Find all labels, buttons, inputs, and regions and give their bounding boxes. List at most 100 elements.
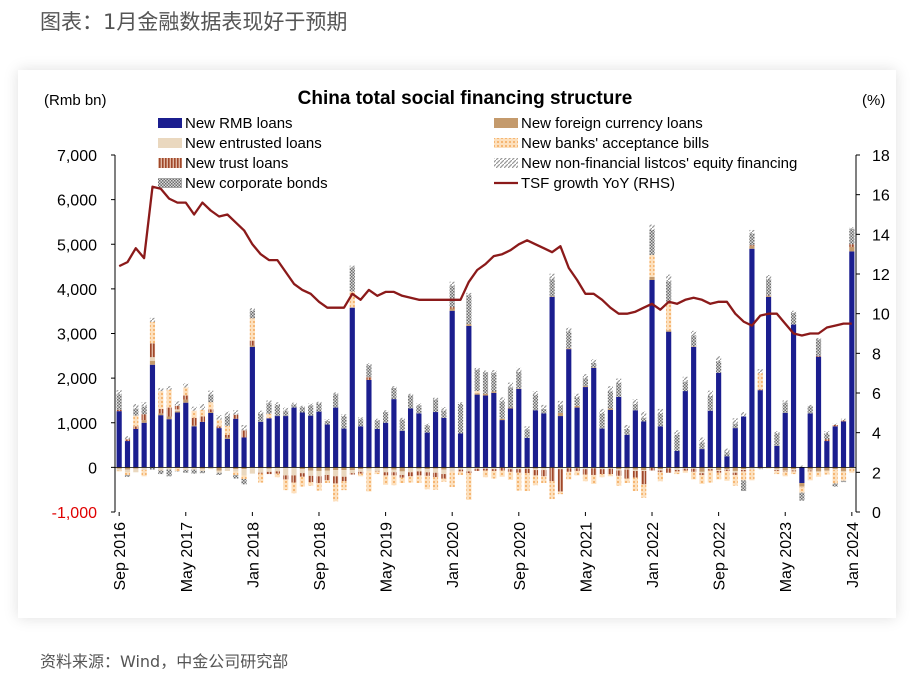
bar-foreign-loans-2019-09 bbox=[416, 467, 422, 469]
bar-trust-loans-2017-12 bbox=[241, 430, 247, 438]
bar-equity-financing-2020-06 bbox=[491, 370, 497, 373]
bar-trust-loans-2021-02 bbox=[557, 469, 564, 492]
bar-entrusted-loans-2020-08 bbox=[507, 467, 514, 470]
bar-rmb-loans-2022-06 bbox=[691, 346, 697, 468]
bar-corporate-bonds-2018-05 bbox=[283, 410, 289, 417]
right-tick-label: 16 bbox=[872, 188, 890, 205]
bar-entrusted-loans-2017-06 bbox=[191, 467, 197, 470]
right-tick-label: 14 bbox=[872, 227, 890, 244]
bar-acceptance-bills-2020-02 bbox=[457, 471, 464, 475]
bar-foreign-loans-2019-05 bbox=[383, 467, 389, 469]
bar-acceptance-bills-2023-01 bbox=[749, 469, 755, 481]
bar-entrusted-loans-2016-12 bbox=[141, 467, 147, 471]
bar-corporate-bonds-2017-08 bbox=[208, 394, 214, 403]
bar-corporate-bonds-2017-10 bbox=[224, 416, 230, 426]
bar-entrusted-loans-2019-08 bbox=[407, 468, 414, 473]
bar-trust-loans-2016-12 bbox=[141, 414, 147, 421]
bar-trust-loans-2017-06 bbox=[191, 417, 197, 426]
bar-corporate-bonds-2021-08 bbox=[607, 391, 613, 409]
bar-foreign-loans-2022-08 bbox=[707, 467, 713, 469]
left-tick-label: 1,000 bbox=[57, 416, 97, 433]
bar-entrusted-loans-2022-08 bbox=[707, 468, 713, 470]
bar-corporate-bonds-2018-01 bbox=[249, 310, 255, 319]
bar-equity-financing-2018-12 bbox=[341, 414, 347, 417]
bar-acceptance-bills-2020-10 bbox=[524, 473, 530, 492]
bar-corporate-bonds-2021-04 bbox=[574, 397, 580, 406]
bar-corporate-bonds-2021-02 bbox=[557, 405, 564, 413]
bar-acceptance-bills-2020-04 bbox=[474, 391, 480, 394]
bar-equity-financing-2020-10 bbox=[524, 426, 530, 430]
bar-corporate-bonds-2022-03 bbox=[666, 281, 672, 304]
bar-foreign-loans-2023-08 bbox=[807, 467, 813, 470]
right-tick-label: 0 bbox=[872, 505, 881, 522]
bar-acceptance-bills-2022-05 bbox=[682, 470, 688, 473]
x-tick-label: Sep 2016 bbox=[112, 522, 129, 591]
bar-entrusted-loans-2017-07 bbox=[199, 468, 206, 471]
bar-rmb-loans-2020-03 bbox=[466, 325, 472, 468]
bar-acceptance-bills-2023-09 bbox=[815, 472, 822, 477]
bar-trust-loans-2021-05 bbox=[582, 469, 588, 475]
bar-trust-loans-2021-12 bbox=[641, 470, 647, 485]
bar-corporate-bonds-2020-11 bbox=[532, 395, 539, 411]
bar-foreign-loans-2019-08 bbox=[407, 467, 414, 469]
bar-rmb-loans-2017-11 bbox=[233, 418, 239, 468]
bar-trust-loans-2022-08 bbox=[707, 469, 713, 471]
bar-trust-loans-2021-09 bbox=[616, 470, 622, 476]
bar-foreign-loans-2017-12 bbox=[241, 467, 247, 470]
bar-corporate-bonds-2017-02 bbox=[158, 470, 164, 475]
bar-foreign-loans-2022-12 bbox=[741, 467, 747, 470]
bar-rmb-loans-2023-02 bbox=[757, 390, 763, 468]
bar-trust-loans-2017-09 bbox=[216, 426, 222, 429]
bar-equity-financing-2021-06 bbox=[591, 359, 597, 363]
bar-rmb-loans-2017-08 bbox=[208, 412, 214, 468]
bar-equity-financing-2023-07 bbox=[799, 465, 805, 468]
right-tick-label: 10 bbox=[872, 307, 890, 324]
bar-entrusted-loans-2018-01 bbox=[249, 467, 255, 474]
bar-corporate-bonds-2018-04 bbox=[274, 404, 280, 417]
bar-corporate-bonds-2022-12 bbox=[741, 480, 747, 492]
bar-equity-financing-2017-07 bbox=[199, 404, 206, 410]
bar-corporate-bonds-2022-06 bbox=[691, 335, 697, 347]
bar-foreign-loans-2022-04 bbox=[674, 467, 680, 469]
bar-entrusted-loans-2020-03 bbox=[466, 467, 472, 472]
bar-corporate-bonds-2017-12 bbox=[241, 478, 247, 485]
bar-acceptance-bills-2019-01 bbox=[349, 291, 355, 308]
bar-equity-financing-2021-02 bbox=[557, 400, 564, 406]
bar-acceptance-bills-2023-08 bbox=[807, 471, 813, 481]
bar-trust-loans-2020-10 bbox=[524, 468, 530, 474]
bar-foreign-loans-2022-07 bbox=[699, 467, 705, 472]
bar-equity-financing-2019-03 bbox=[366, 363, 372, 366]
bar-acceptance-bills-2018-04 bbox=[274, 473, 280, 478]
bar-entrusted-loans-2021-11 bbox=[632, 469, 638, 471]
bar-equity-financing-2020-09 bbox=[516, 367, 522, 372]
bar-equity-financing-2023-05 bbox=[782, 400, 788, 403]
bar-rmb-loans-2022-11 bbox=[732, 428, 738, 468]
bar-entrusted-loans-2019-11 bbox=[432, 468, 439, 473]
bar-acceptance-bills-2016-09 bbox=[116, 470, 122, 472]
bar-rmb-loans-2021-05 bbox=[582, 387, 588, 468]
bar-trust-loans-2023-10 bbox=[824, 439, 830, 442]
bar-trust-loans-2017-05 bbox=[183, 395, 189, 400]
bar-rmb-loans-2019-03 bbox=[366, 379, 372, 468]
right-y-axis: 0 2 4 6 8 10 12 14 16 18 bbox=[855, 148, 890, 522]
bar-entrusted-loans-2017-11 bbox=[233, 469, 239, 472]
right-tick-label: 4 bbox=[872, 426, 881, 443]
bar-trust-loans-2018-09 bbox=[316, 476, 322, 483]
bar-trust-loans-2023-11 bbox=[832, 424, 838, 427]
bar-trust-loans-2020-04 bbox=[474, 468, 480, 471]
bar-rmb-loans-2022-03 bbox=[666, 331, 672, 468]
bar-series-group bbox=[115, 224, 856, 502]
bar-corporate-bonds-2022-04 bbox=[674, 434, 680, 451]
bar-equity-financing-2020-03 bbox=[466, 292, 472, 296]
bar-corporate-bonds-2018-02 bbox=[258, 413, 264, 422]
bar-foreign-loans-2020-04 bbox=[474, 393, 480, 395]
bar-foreign-loans-2023-12 bbox=[840, 467, 847, 472]
bar-entrusted-loans-2022-09 bbox=[716, 470, 722, 471]
bar-foreign-loans-2019-07 bbox=[399, 467, 405, 472]
legend-swatch-0 bbox=[158, 118, 182, 128]
bar-rmb-loans-2023-04 bbox=[774, 445, 780, 468]
left-tick-label: 3,000 bbox=[57, 327, 97, 344]
bar-foreign-loans-2021-04 bbox=[574, 405, 580, 408]
bar-equity-financing-2016-11 bbox=[133, 404, 139, 409]
bar-trust-loans-2022-06 bbox=[691, 468, 697, 472]
